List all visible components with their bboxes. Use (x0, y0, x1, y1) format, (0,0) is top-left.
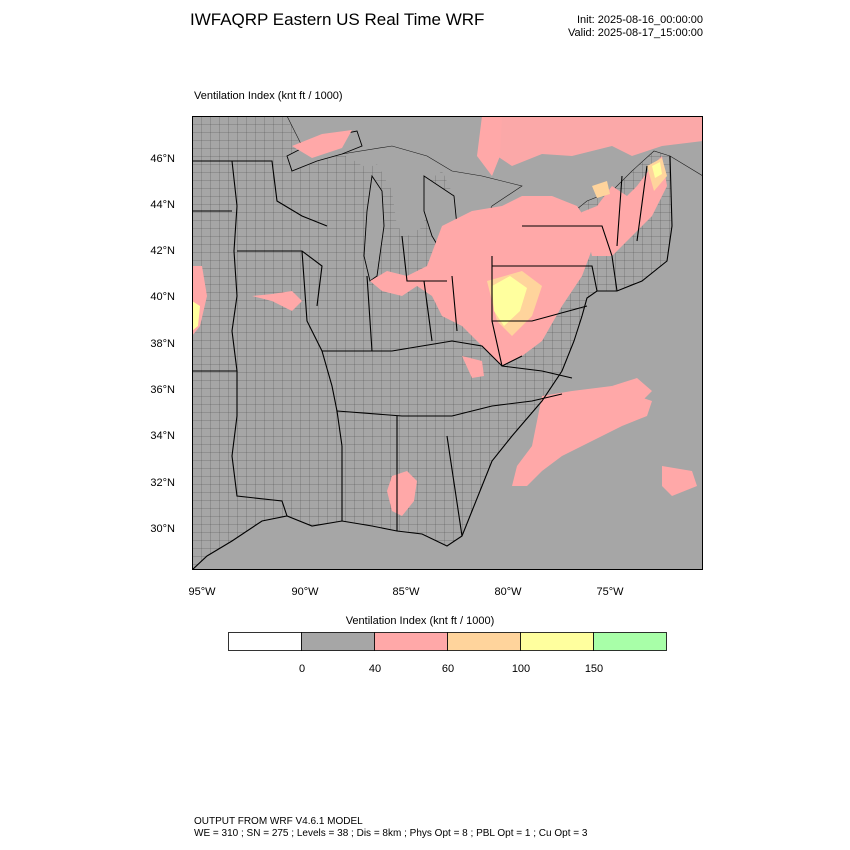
colorbar-title: Ventilation Index (knt ft / 1000) (345, 615, 495, 627)
init-time: Init: 2025-08-16_00:00:00 (577, 14, 703, 26)
colorbar-swatch (520, 632, 594, 651)
plot-title: IWFAQRP Eastern US Real Time WRF (190, 10, 485, 29)
lon-label: 95°W (188, 586, 216, 598)
lat-label: 30°N (150, 523, 175, 535)
time-info: Init: 2025-08-16_00:00:00 Valid: 2025-08… (540, 14, 703, 40)
lake-michigan (363, 174, 385, 282)
colorbar-swatch (228, 632, 302, 651)
valid-time: Valid: 2025-08-17_15:00:00 (568, 27, 703, 39)
colorbar (228, 632, 667, 651)
lat-label: 38°N (150, 338, 175, 350)
map-panel (192, 116, 703, 570)
colorbar-swatch (593, 632, 667, 651)
colorbar-swatch (447, 632, 521, 651)
lon-label: 75°W (596, 586, 624, 598)
lat-label: 36°N (150, 384, 175, 396)
colorbar-label: 60 (441, 663, 455, 675)
colorbar-label: 150 (584, 663, 604, 675)
colorbar-label: 0 (298, 663, 306, 675)
lat-label: 34°N (150, 430, 175, 442)
lon-label: 85°W (392, 586, 420, 598)
colorbar-swatch (374, 632, 448, 651)
vi-100-150-areas (192, 162, 662, 331)
colorbar-label: 40 (368, 663, 382, 675)
lon-label: 90°W (291, 586, 319, 598)
lat-label: 44°N (150, 199, 175, 211)
lon-label: 80°W (494, 586, 522, 598)
colorbar-swatch (301, 632, 375, 651)
lat-label: 40°N (150, 291, 175, 303)
lat-label: 42°N (150, 245, 175, 257)
state-borders (192, 160, 648, 537)
lat-label: 32°N (150, 477, 175, 489)
map-frame (192, 116, 703, 570)
lat-label: 46°N (150, 153, 175, 165)
model-settings: WE = 310 ; SN = 275 ; Levels = 38 ; Dis … (194, 828, 588, 839)
field-label: Ventilation Index (knt ft / 1000) (194, 90, 343, 102)
vi-40-60-areas (192, 116, 703, 516)
coastline (192, 155, 673, 570)
model-version: OUTPUT FROM WRF V4.6.1 MODEL (194, 816, 363, 827)
colorbar-label: 100 (511, 663, 531, 675)
model-info: OUTPUT FROM WRF V4.6.1 MODEL WE = 310 ; … (194, 816, 587, 840)
